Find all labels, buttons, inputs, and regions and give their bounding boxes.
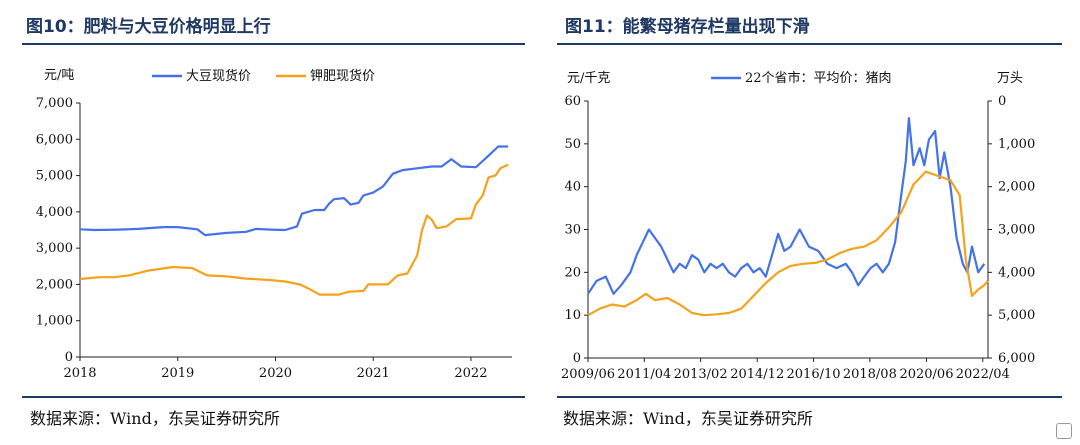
chart-title: 图11：能繁母猪存栏量出现下滑: [565, 17, 810, 37]
legend-label: 钾肥现货价: [310, 68, 375, 84]
y-tick-label: 40: [564, 180, 581, 195]
y-tick-label: 6,000: [36, 132, 73, 147]
y2-tick-label: 6,000: [998, 351, 1035, 366]
x-tick-label: 2020: [259, 366, 292, 381]
y2-tick-label: 5,000: [998, 308, 1035, 323]
x-tick-label: 2018: [63, 366, 96, 381]
x-tick-label: 2022: [454, 366, 487, 381]
y2-tick-label: 0: [998, 94, 1006, 109]
y-tick-label: 60: [564, 94, 581, 109]
series-line: [79, 145, 509, 237]
y-tick-label: 4,000: [36, 205, 73, 220]
x-tick-label: 2021: [357, 366, 390, 381]
y2-tick-label: 4,000: [998, 265, 1035, 280]
y-tick-label: 0: [573, 351, 581, 366]
y-tick-label: 7,000: [36, 96, 73, 111]
y2-tick-label: 3,000: [998, 223, 1035, 238]
x-tick-label: 2016/10: [787, 367, 841, 382]
y-unit-label: 元/吨: [44, 68, 74, 83]
watermark: [1056, 423, 1072, 439]
chart-title: 图10：肥料与大豆价格明显上行: [26, 17, 271, 37]
y-tick-label: 1,000: [36, 314, 73, 329]
y-tick-label: 50: [564, 137, 581, 152]
series-line: [587, 170, 989, 317]
data-source: 数据来源：Wind，东吴证券研究所: [563, 409, 813, 428]
y-tick-label: 0: [65, 350, 73, 365]
x-tick-label: 2014/12: [730, 367, 784, 382]
x-tick-label: 2018/08: [843, 367, 897, 382]
x-tick-label: 2009/06: [561, 367, 615, 382]
series-line: [587, 117, 986, 295]
legend-label: 22个省市：平均价：猪肉: [745, 70, 892, 86]
source-rule: [22, 396, 525, 398]
chart-panel-left: 图10：肥料与大豆价格明显上行 0 1,000 2,000 3,000 4,000 5,0…: [0, 0, 535, 445]
y2-tick-label: 1,000: [998, 137, 1035, 152]
y2-unit-label: 万头: [997, 71, 1023, 86]
x-tick-label: 2022/04: [956, 367, 1010, 382]
series-line: [79, 163, 509, 296]
y-tick-label: 20: [564, 265, 581, 280]
y-unit-label: 元/千克: [567, 71, 610, 86]
chart-panel-right: 图11：能繁母猪存栏量出现下滑 0 10 20 30 40 50 60 0 1,000 2,000…: [545, 0, 1080, 445]
x-tick-label: 2020/06: [899, 367, 953, 382]
title-rule: [22, 43, 525, 45]
x-tick-label: 2019: [161, 366, 194, 381]
y2-tick-label: 2,000: [998, 180, 1035, 195]
y-tick-label: 3,000: [36, 241, 73, 256]
price-chart: 0 1,000 2,000 3,000 4,000 5,000 6,000 7,000 2018…: [36, 68, 512, 381]
pork-sow-chart: 0 10 20 30 40 50 60 0 1,000 2,000 3,000 4,000 5,000 6…: [561, 70, 1035, 382]
x-tick-label: 2011/04: [617, 367, 671, 382]
legend-label: 大豆现货价: [186, 68, 251, 84]
watermark-logo-icon: [1056, 423, 1072, 439]
source-rule: [557, 396, 1062, 398]
y-tick-label: 5,000: [36, 169, 73, 184]
y-tick-label: 10: [564, 308, 581, 323]
title-rule: [557, 43, 1062, 45]
x-tick-label: 2013/02: [674, 367, 728, 382]
y-tick-label: 30: [564, 223, 581, 238]
data-source: 数据来源：Wind，东吴证券研究所: [30, 409, 280, 428]
y-tick-label: 2,000: [36, 277, 73, 292]
